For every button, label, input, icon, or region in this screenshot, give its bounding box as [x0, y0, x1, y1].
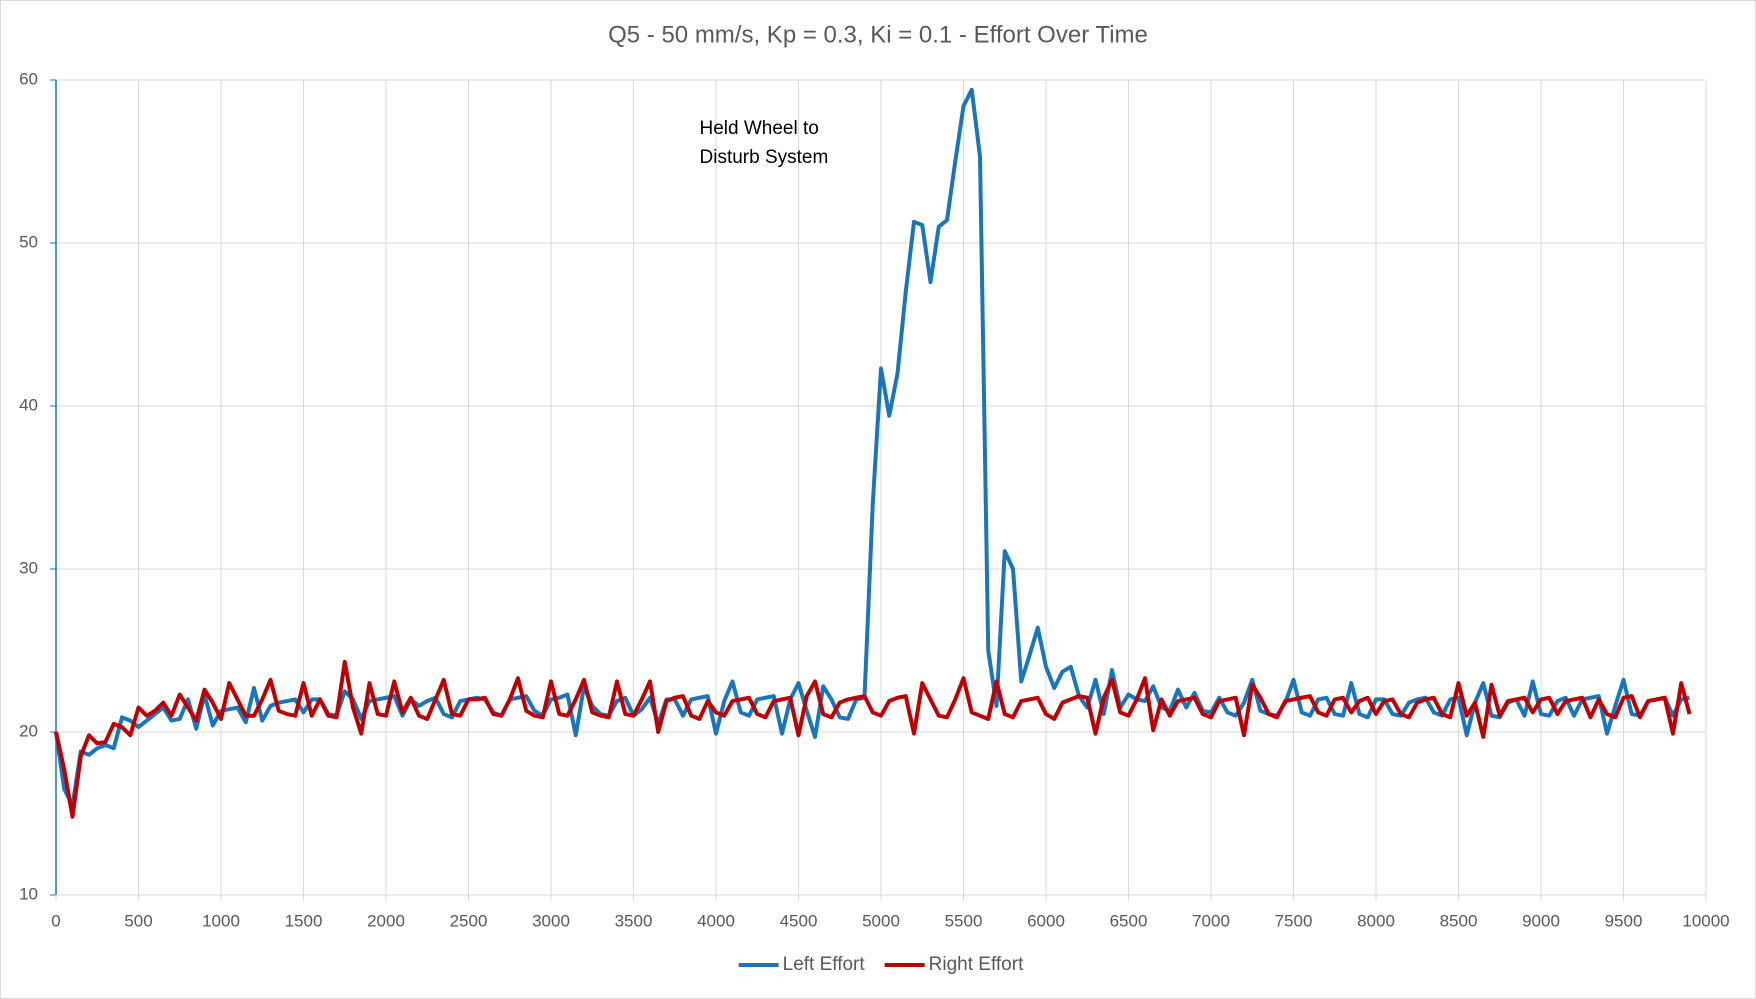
x-tick-label: 1500: [285, 911, 323, 930]
x-tick-label: 500: [124, 911, 152, 930]
x-tick-label: 0: [51, 911, 60, 930]
x-tick-label: 2000: [367, 911, 405, 930]
y-tick-label: 50: [19, 232, 38, 251]
series-line: [54, 659, 1692, 819]
y-tick-label: 40: [19, 395, 38, 414]
chart-title: Q5 - 50 mm/s, Kp = 0.3, Ki = 0.1 - Effor…: [608, 21, 1148, 48]
x-tick-label: 10000: [1682, 911, 1729, 930]
x-tick-label: 9500: [1605, 911, 1643, 930]
x-tick-label: 4500: [780, 911, 818, 930]
x-tick-label: 5000: [862, 911, 900, 930]
annotation: Disturb System: [700, 147, 829, 168]
y-tick-label: 60: [19, 69, 38, 88]
x-tick-label: 7000: [1192, 911, 1230, 930]
x-tick-label: 7500: [1275, 911, 1313, 930]
legend-label: Left Effort: [783, 954, 866, 975]
x-tick-label: 1000: [202, 911, 240, 930]
legend-label: Right Effort: [929, 954, 1024, 975]
x-tick-label: 8500: [1440, 911, 1478, 930]
y-tick-label: 30: [19, 558, 38, 577]
x-tick-label: 6500: [1110, 911, 1148, 930]
x-tick-label: 3500: [615, 911, 653, 930]
x-tick-label: 8000: [1357, 911, 1395, 930]
x-tick-label: 4000: [697, 911, 735, 930]
x-tick-label: 9000: [1522, 911, 1560, 930]
y-tick-label: 20: [19, 721, 38, 740]
x-tick-label: 6000: [1027, 911, 1065, 930]
x-tick-label: 2500: [450, 911, 488, 930]
y-tick-label: 10: [19, 884, 38, 903]
annotation: Held Wheel to: [700, 118, 819, 139]
x-tick-label: 3000: [532, 911, 570, 930]
x-tick-label: 5500: [945, 911, 983, 930]
